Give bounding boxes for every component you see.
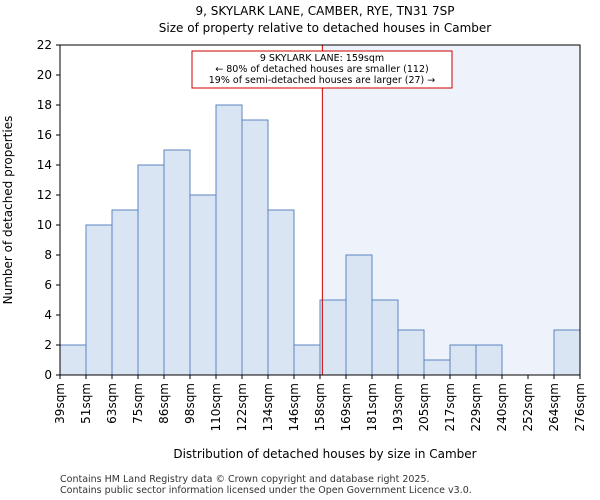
- y-tick-label: 12: [37, 188, 52, 202]
- bar-264sqm: [553, 329, 581, 376]
- y-tick-label: 8: [44, 248, 52, 262]
- bar-169sqm: [345, 254, 373, 376]
- x-tick-label: 264sqm: [547, 383, 561, 431]
- annotation-frame: [191, 50, 453, 89]
- x-tick-label: 63sqm: [105, 383, 119, 424]
- x-tick-label: 110sqm: [209, 383, 223, 431]
- y-tick-label: 14: [37, 158, 52, 172]
- annotation-box: 9 SKYLARK LANE: 159sqm ← 80% of detached…: [191, 50, 453, 89]
- bar-134sqm: [267, 209, 295, 376]
- bars: [59, 104, 581, 376]
- y-tick-label: 10: [37, 218, 52, 232]
- y-tick-label: 0: [44, 368, 52, 382]
- x-tick-label: 229sqm: [469, 383, 483, 431]
- x-tick-label: 39sqm: [53, 383, 67, 424]
- bar-217sqm: [449, 344, 477, 376]
- x-tick-label: 86sqm: [157, 383, 171, 424]
- y-tick-label: 18: [37, 98, 52, 112]
- x-tick-label: 217sqm: [443, 383, 457, 431]
- bar-229sqm: [475, 344, 503, 376]
- bar-205sqm: [423, 359, 451, 376]
- x-tick-label: 240sqm: [495, 383, 509, 431]
- y-axis-label: Number of detached properties: [1, 116, 15, 305]
- x-tick-label: 122sqm: [235, 383, 249, 431]
- bar-158sqm: [319, 299, 347, 376]
- x-tick-label: 276sqm: [573, 383, 587, 431]
- bar-86sqm: [163, 149, 191, 376]
- y-tick-label: 16: [37, 128, 52, 142]
- bar-98sqm: [189, 194, 217, 376]
- x-tick-label: 146sqm: [287, 383, 301, 431]
- x-tick-label: 134sqm: [261, 383, 275, 431]
- annotation-line-2: ← 80% of detached houses are smaller (11…: [215, 64, 428, 75]
- y-tick-label: 4: [44, 308, 52, 322]
- x-tick-label: 193sqm: [391, 383, 405, 431]
- footer-line-1: Contains HM Land Registry data © Crown c…: [60, 474, 430, 485]
- bar-122sqm: [241, 119, 269, 376]
- x-tick-label: 75sqm: [131, 383, 145, 424]
- x-tick-label: 98sqm: [183, 383, 197, 424]
- y-ticks: 0 2 4 6 8 10 12 14 16 18 20 22: [37, 38, 60, 382]
- y-tick-label: 20: [37, 68, 52, 82]
- x-tick-label: 51sqm: [79, 383, 93, 424]
- x-axis-label: Distribution of detached houses by size …: [173, 447, 476, 461]
- x-tick-label: 158sqm: [313, 383, 327, 431]
- x-tick-label: 181sqm: [365, 383, 379, 431]
- y-tick-label: 6: [44, 278, 52, 292]
- annotation-line-3: 19% of semi-detached houses are larger (…: [209, 75, 436, 86]
- bar-63sqm: [111, 209, 139, 376]
- x-tick-label: 169sqm: [339, 383, 353, 431]
- chart-title: 9, SKYLARK LANE, CAMBER, RYE, TN31 7SP: [196, 4, 455, 18]
- footer-line-2: Contains public sector information licen…: [60, 485, 472, 496]
- chart-subtitle: Size of property relative to detached ho…: [159, 21, 491, 35]
- x-ticks: 39sqm 51sqm 63sqm 75sqm 86sqm 98sqm 110sqm 122s…: [53, 375, 587, 431]
- x-tick-label: 205sqm: [417, 383, 431, 431]
- bar-193sqm: [397, 329, 425, 376]
- bar-110sqm: [215, 104, 243, 376]
- y-tick-label: 2: [44, 338, 52, 352]
- x-tick-label: 252sqm: [521, 383, 535, 431]
- bar-75sqm: [137, 164, 165, 376]
- bar-39sqm: [59, 344, 87, 376]
- bar-181sqm: [371, 299, 399, 376]
- bar-146sqm: [293, 344, 321, 376]
- annotation-line-1: 9 SKYLARK LANE: 159sqm: [260, 53, 384, 64]
- bar-51sqm: [85, 224, 113, 376]
- y-tick-label: 22: [37, 38, 52, 52]
